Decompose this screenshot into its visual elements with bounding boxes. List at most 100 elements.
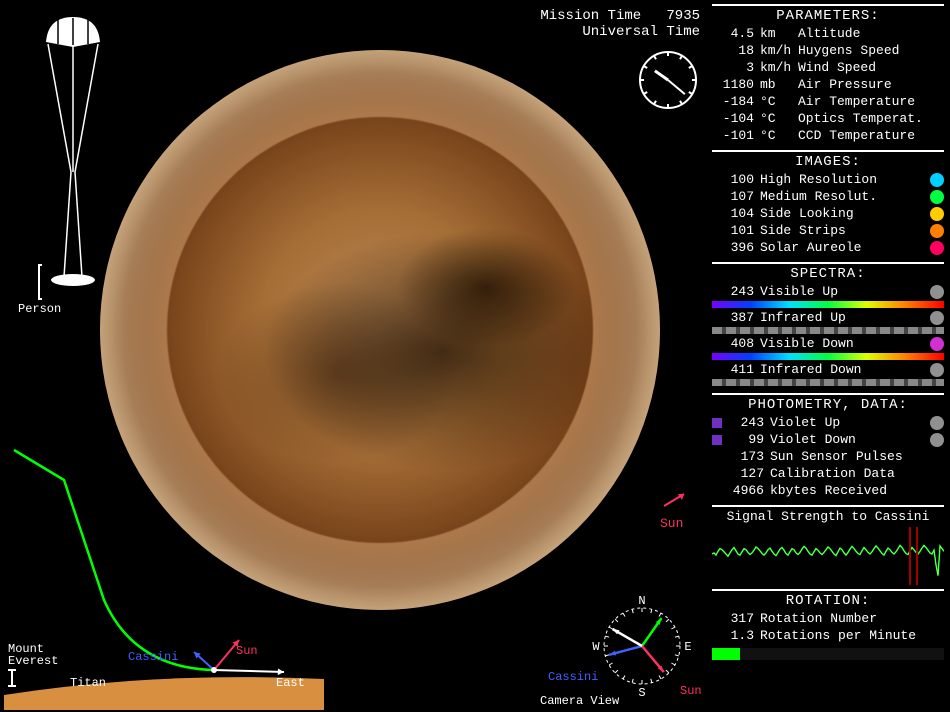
spectra-row: 411 Infrared Down [712,361,944,378]
param-value: 18 [712,42,754,59]
camera-view-label: Camera View [540,694,619,708]
photo-label: Violet Up [770,414,924,431]
trajectory-plot: Mount Everest Titan Cassini Sun East [4,430,324,710]
image-dot-icon [930,173,944,187]
spectra-label: Visible Up [760,283,924,300]
rotation-bar [712,648,944,660]
spectra-row: 408 Visible Down [712,335,944,352]
cassini-label-traj: Cassini [128,650,178,664]
rotation-label: Rotation Number [760,610,944,627]
photo-label: kbytes Received [770,482,944,499]
photo-value: 4966 [728,482,764,499]
param-value: 4.5 [712,25,754,42]
photo-dot-icon [930,433,944,447]
image-value: 107 [712,188,754,205]
images-section: IMAGES: 100 High Resolution 107 Medium R… [712,150,944,256]
spectra-dot-icon [930,337,944,351]
mission-time-block: Mission Time 7935 Universal Time [540,8,700,40]
signal-chart: Signal Strength to Cassini [712,505,944,583]
signal-title: Signal Strength to Cassini [712,509,944,524]
param-row: -184 °C Air Temperature [712,93,944,110]
image-row: 107 Medium Resolut. [712,188,944,205]
spectra-section: SPECTRA: 243 Visible Up 387 Infrared Up … [712,262,944,387]
parameters-title: PARAMETERS: [712,8,944,24]
photo-value: 127 [728,465,764,482]
rotation-value: 1.3 [712,627,754,644]
image-dot-icon [930,241,944,255]
spectra-dot-icon [930,363,944,377]
image-dot-icon [930,190,944,204]
param-unit: mb [760,76,792,93]
photo-label: Violet Down [770,431,924,448]
violet-swatch-icon [712,435,722,445]
spectra-label: Infrared Up [760,309,924,326]
everest-label2: Everest [8,654,58,668]
param-row: 18 km/h Huygens Speed [712,42,944,59]
svg-text:W: W [592,640,600,654]
photo-row: 127 Calibration Data [712,465,944,482]
image-value: 396 [712,239,754,256]
image-value: 100 [712,171,754,188]
east-label: East [276,676,305,690]
param-unit: °C [760,93,792,110]
image-row: 101 Side Strips [712,222,944,239]
photo-row: 243 Violet Up [712,414,944,431]
sun-label-traj: Sun [236,644,258,658]
param-unit: km/h [760,59,792,76]
param-row: -104 °C Optics Temperat. [712,110,944,127]
photo-label: Sun Sensor Pulses [770,448,944,465]
param-label: Air Pressure [798,76,944,93]
spectra-dot-icon [930,311,944,325]
compass-sun-label: Sun [680,684,702,698]
mission-time-label: Mission Time [540,8,641,24]
svg-text:E: E [684,640,691,654]
photo-value: 173 [728,448,764,465]
param-row: 4.5 km Altitude [712,25,944,42]
image-value: 101 [712,222,754,239]
person-label: Person [18,302,61,316]
parameters-section: PARAMETERS: 4.5 km Altitude 18 km/h Huyg… [712,4,944,144]
rotation-value: 317 [712,610,754,627]
universal-time-label: Universal Time [582,24,700,40]
image-label: Side Looking [760,205,924,222]
image-label: Side Strips [760,222,924,239]
param-label: Optics Temperat. [798,110,944,127]
photo-row: 99 Violet Down [712,431,944,448]
parachute-icon [38,12,108,292]
images-title: IMAGES: [712,154,944,170]
photo-value: 243 [728,414,764,431]
photo-label: Calibration Data [770,465,944,482]
spectra-row: 387 Infrared Up [712,309,944,326]
param-label: Huygens Speed [798,42,944,59]
rotation-row: 317 Rotation Number [712,610,944,627]
sun-arrow-main: Sun [660,488,690,531]
image-label: Medium Resolut. [760,188,924,205]
telemetry-panel: PARAMETERS: 4.5 km Altitude 18 km/h Huyg… [712,4,944,660]
image-dot-icon [930,224,944,238]
param-label: Air Temperature [798,93,944,110]
image-dot-icon [930,207,944,221]
image-label: High Resolution [760,171,924,188]
param-label: CCD Temperature [798,127,944,144]
rotation-label: Rotations per Minute [760,627,944,644]
photo-value: 99 [728,431,764,448]
spectra-row: 243 Visible Up [712,283,944,300]
person-scale: Person [18,264,61,316]
spectra-bar [712,379,944,386]
spectra-value: 387 [712,309,754,326]
photo-row: 4966 kbytes Received [712,482,944,499]
mission-time-value: 7935 [666,8,700,24]
image-row: 396 Solar Aureole [712,239,944,256]
image-row: 104 Side Looking [712,205,944,222]
compass-cassini-label: Cassini [548,670,598,684]
param-row: 1180 mb Air Pressure [712,76,944,93]
spectra-bar [712,301,944,308]
param-label: Wind Speed [798,59,944,76]
param-value: -104 [712,110,754,127]
param-label: Altitude [798,25,944,42]
param-value: -101 [712,127,754,144]
param-value: 1180 [712,76,754,93]
photometry-section: PHOTOMETRY, DATA: 243 Violet Up 99 Viole… [712,393,944,499]
spectra-label: Visible Down [760,335,924,352]
param-row: -101 °C CCD Temperature [712,127,944,144]
